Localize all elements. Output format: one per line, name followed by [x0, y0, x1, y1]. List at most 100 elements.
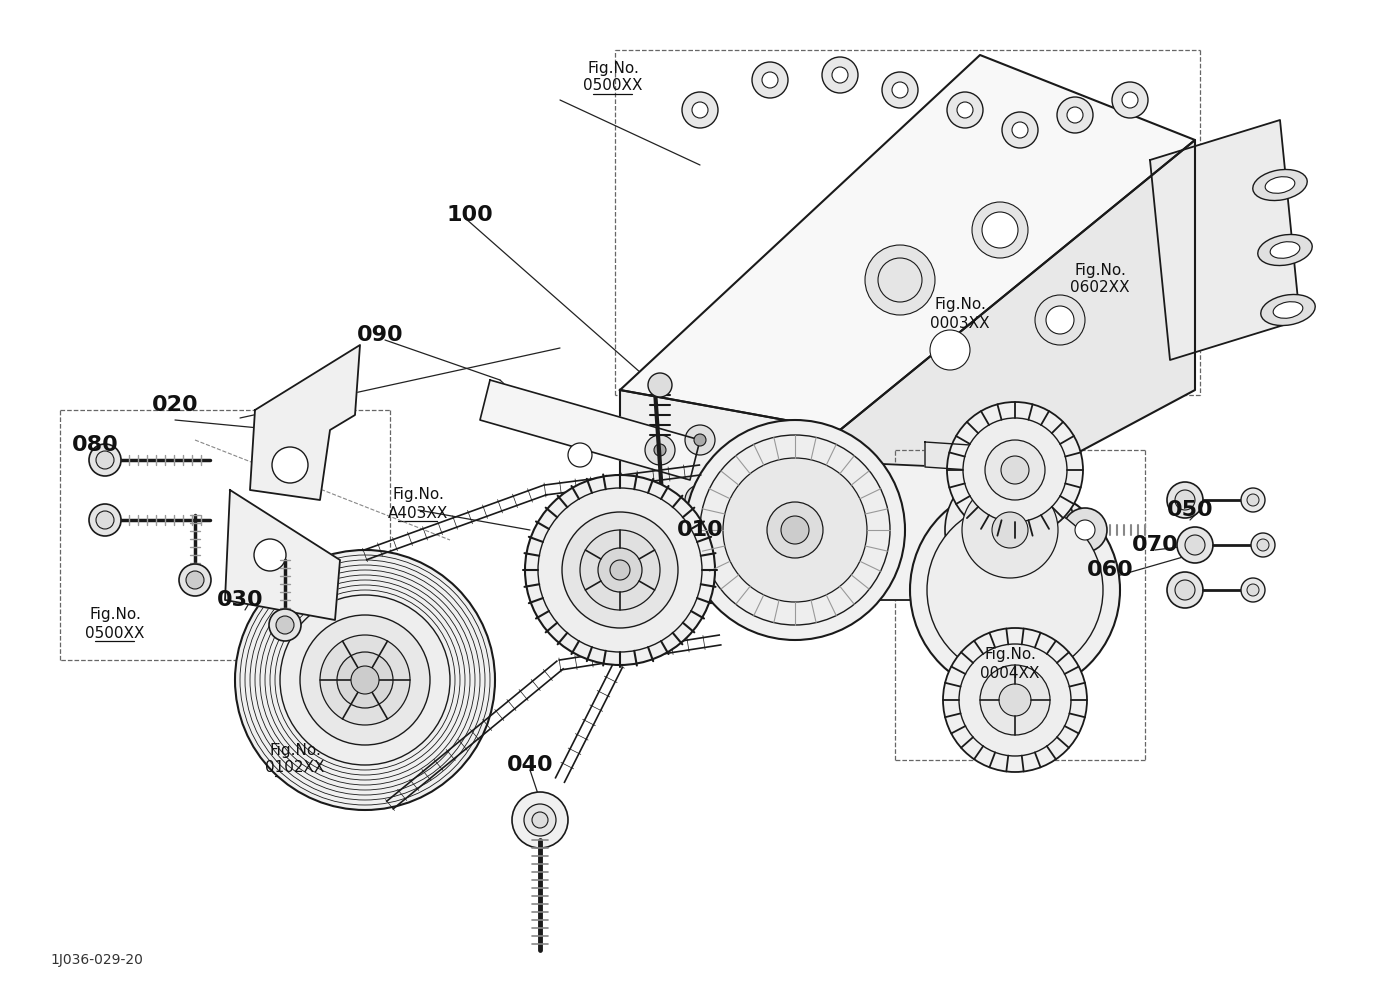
Circle shape: [276, 616, 294, 634]
Circle shape: [1175, 580, 1196, 600]
Circle shape: [654, 444, 666, 456]
Circle shape: [718, 448, 803, 532]
Circle shape: [512, 792, 568, 848]
Circle shape: [1175, 490, 1196, 510]
Circle shape: [1251, 533, 1276, 557]
Circle shape: [945, 465, 1076, 595]
Circle shape: [694, 434, 706, 446]
Circle shape: [943, 628, 1087, 772]
Circle shape: [254, 539, 285, 571]
Circle shape: [963, 482, 1058, 578]
Text: 070: 070: [1132, 535, 1179, 555]
Circle shape: [752, 62, 787, 98]
Text: 1J036-029-20: 1J036-029-20: [50, 953, 143, 967]
Circle shape: [1247, 584, 1259, 596]
Circle shape: [645, 495, 674, 525]
Text: Fig.No.: Fig.No.: [392, 487, 444, 503]
Circle shape: [1241, 578, 1265, 602]
Circle shape: [685, 425, 714, 455]
Circle shape: [767, 502, 823, 558]
Text: 0500XX: 0500XX: [583, 78, 643, 93]
Polygon shape: [840, 140, 1196, 580]
Circle shape: [865, 245, 935, 315]
Polygon shape: [925, 442, 969, 470]
Polygon shape: [250, 345, 360, 500]
Circle shape: [581, 530, 661, 610]
Circle shape: [685, 420, 905, 640]
Circle shape: [524, 804, 556, 836]
Text: 040: 040: [506, 755, 553, 775]
Circle shape: [1067, 107, 1083, 123]
Ellipse shape: [1265, 177, 1295, 193]
Text: Fig.No.: Fig.No.: [90, 608, 141, 623]
Text: 060: 060: [1087, 560, 1134, 580]
Circle shape: [648, 373, 672, 397]
Ellipse shape: [1273, 301, 1303, 318]
Circle shape: [1178, 527, 1214, 563]
Text: 0102XX: 0102XX: [265, 761, 324, 776]
Text: 0003XX: 0003XX: [931, 315, 990, 330]
Polygon shape: [594, 470, 769, 615]
Text: A403XX: A403XX: [387, 506, 448, 521]
Circle shape: [538, 488, 702, 652]
Circle shape: [1012, 122, 1027, 138]
Circle shape: [1111, 82, 1147, 118]
Circle shape: [1258, 539, 1269, 551]
Polygon shape: [621, 55, 1196, 430]
Text: 090: 090: [357, 325, 403, 345]
Circle shape: [1123, 92, 1138, 108]
Text: 0004XX: 0004XX: [980, 666, 1040, 681]
Circle shape: [179, 564, 211, 596]
Text: 050: 050: [1167, 500, 1214, 520]
Circle shape: [610, 560, 630, 580]
Circle shape: [982, 212, 1018, 248]
Circle shape: [1185, 535, 1205, 555]
Text: Fig.No.: Fig.No.: [269, 743, 321, 758]
Circle shape: [280, 595, 450, 765]
Circle shape: [90, 444, 121, 476]
Circle shape: [832, 67, 848, 83]
Ellipse shape: [1258, 234, 1313, 265]
Circle shape: [90, 504, 121, 536]
Circle shape: [661, 535, 701, 575]
Polygon shape: [480, 380, 701, 480]
Text: Fig.No.: Fig.No.: [985, 648, 1036, 663]
Circle shape: [645, 435, 674, 465]
Text: 0602XX: 0602XX: [1070, 280, 1129, 295]
Text: 080: 080: [72, 435, 119, 455]
Circle shape: [186, 571, 204, 589]
Circle shape: [320, 635, 410, 725]
Circle shape: [1076, 520, 1095, 540]
Circle shape: [910, 485, 1120, 695]
Ellipse shape: [1260, 294, 1316, 325]
Circle shape: [694, 494, 706, 506]
Circle shape: [654, 504, 666, 516]
Text: 0500XX: 0500XX: [85, 626, 145, 641]
Circle shape: [957, 102, 974, 118]
Ellipse shape: [1270, 241, 1300, 258]
Circle shape: [929, 330, 969, 370]
Circle shape: [532, 812, 547, 828]
Text: 100: 100: [447, 205, 494, 225]
Polygon shape: [225, 490, 341, 620]
Circle shape: [525, 475, 714, 665]
Circle shape: [980, 665, 1049, 735]
Circle shape: [1047, 306, 1074, 334]
Circle shape: [701, 435, 889, 625]
Circle shape: [746, 476, 774, 504]
Circle shape: [1167, 572, 1202, 608]
Circle shape: [963, 418, 1067, 522]
Circle shape: [692, 102, 707, 118]
Circle shape: [685, 485, 714, 515]
Circle shape: [269, 609, 301, 641]
Text: Fig.No.: Fig.No.: [1074, 262, 1125, 277]
Circle shape: [568, 443, 592, 467]
Text: Fig.No.: Fig.No.: [934, 297, 986, 312]
Circle shape: [927, 502, 1103, 678]
Circle shape: [883, 72, 918, 108]
Circle shape: [336, 652, 393, 708]
Circle shape: [947, 402, 1083, 538]
Circle shape: [732, 462, 787, 518]
Text: 020: 020: [152, 395, 199, 415]
Circle shape: [878, 258, 923, 302]
